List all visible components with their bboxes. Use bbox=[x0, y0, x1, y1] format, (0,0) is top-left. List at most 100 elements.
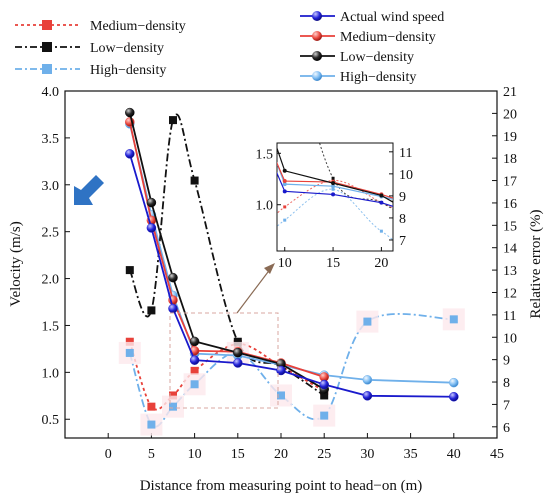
y-right-tick-label: 18 bbox=[503, 152, 517, 167]
error-point-marker bbox=[363, 317, 372, 326]
legend-left: Medium−density Low−density High−density bbox=[15, 19, 186, 78]
error-point-marker bbox=[320, 411, 329, 420]
legend-right-label: High−density bbox=[340, 70, 416, 85]
inset-velocity-marker bbox=[428, 206, 432, 210]
error-point-marker bbox=[190, 366, 199, 375]
inset-velocity-marker bbox=[379, 193, 384, 198]
legend-right-swatch-marker bbox=[312, 11, 322, 21]
legend-right-label: Medium−density bbox=[340, 30, 436, 45]
velocity-point-marker bbox=[276, 365, 286, 376]
inset-error-marker bbox=[211, 106, 214, 109]
velocity-point-marker bbox=[146, 197, 157, 208]
inset-y-left-tick-label: 1.0 bbox=[256, 199, 274, 214]
x-tick-label: 35 bbox=[404, 447, 418, 462]
x-tick-label: 10 bbox=[188, 447, 202, 462]
inset-velocity-marker bbox=[234, 36, 238, 40]
y-axis-right: 6 7 8 9 10 11 12 13 14 15 16 17 18 19 20 21 bbox=[492, 85, 517, 436]
velocity-point-marker bbox=[449, 391, 459, 402]
y-right-tick-label: 6 bbox=[503, 421, 510, 436]
inset-velocity-marker bbox=[259, 99, 263, 103]
error-point-marker bbox=[125, 348, 134, 357]
velocity-curves bbox=[125, 107, 459, 402]
legend-right: Actual wind speed Medium−density Low−densi… bbox=[300, 10, 444, 85]
velocity-point-marker bbox=[362, 375, 373, 385]
y-right-tick-label: 13 bbox=[503, 264, 517, 279]
inset-velocity-marker bbox=[476, 228, 480, 232]
x-axis: 0 5 10 15 20 25 30 35 40 45 bbox=[105, 433, 504, 462]
inset-velocity-marker bbox=[234, 30, 238, 34]
legend-left-label: High−density bbox=[90, 63, 166, 78]
error-point-marker bbox=[320, 391, 329, 400]
inset-error-marker bbox=[259, 230, 262, 233]
error-point-marker bbox=[190, 176, 199, 185]
error-point-marker bbox=[147, 402, 156, 411]
y-left-tick-label: 1.5 bbox=[42, 319, 60, 334]
x-tick-label: 30 bbox=[360, 447, 374, 462]
inset-velocity-marker bbox=[259, 124, 263, 128]
error-point-marker bbox=[233, 337, 242, 346]
inset-velocity-marker bbox=[379, 200, 384, 205]
y-axis-left: 0.5 1.0 1.5 2.0 2.5 3.0 3.5 4.0 bbox=[42, 85, 70, 428]
inset-y-left-tick-label: 1.5 bbox=[256, 147, 274, 162]
x-tick-label: 20 bbox=[274, 447, 288, 462]
y-right-tick-label: 14 bbox=[503, 242, 517, 257]
x-tick-label: 15 bbox=[231, 447, 245, 462]
inset-velocity-marker bbox=[234, 44, 238, 48]
velocity-point-marker bbox=[189, 355, 200, 365]
error-point-marker bbox=[169, 402, 177, 411]
velocity-point-marker bbox=[362, 391, 373, 401]
x-tick-label: 0 bbox=[105, 447, 112, 462]
legend-left-swatch-marker bbox=[42, 42, 52, 52]
y-left-tick-label: 2.0 bbox=[42, 273, 60, 288]
inset-velocity-marker bbox=[331, 184, 336, 189]
error-point-marker bbox=[190, 380, 199, 389]
inset-error-marker bbox=[235, 258, 238, 261]
error-point-marker bbox=[147, 420, 156, 429]
y-left-tick-label: 2.5 bbox=[42, 226, 60, 241]
inset-error-marker bbox=[283, 18, 286, 21]
velocity-point-marker bbox=[168, 272, 178, 283]
inset-y-right-tick-label: 11 bbox=[399, 146, 412, 161]
y-right-tick-label: 20 bbox=[503, 107, 517, 122]
inset-y-right-tick-label: 8 bbox=[399, 212, 406, 227]
inset-error-marker bbox=[283, 218, 287, 222]
velocity-point-marker bbox=[449, 377, 459, 388]
inset-velocity-marker bbox=[282, 179, 287, 184]
inset-error-marker bbox=[211, 188, 214, 191]
y-right-tick-label: 19 bbox=[503, 130, 517, 145]
y-right-tick-label: 7 bbox=[503, 398, 510, 413]
x-tick-label: 5 bbox=[148, 447, 155, 462]
inset-x-tick-label: 20 bbox=[374, 256, 388, 271]
y-right-tick-label: 16 bbox=[503, 197, 517, 212]
inset-frame bbox=[276, 142, 394, 252]
inset-y-right-tick-label: 7 bbox=[399, 234, 406, 249]
y-right-tick-label: 10 bbox=[503, 331, 517, 346]
x-axis-label: Distance from measuring point to head−on… bbox=[140, 478, 423, 494]
inset-y-right-tick-label: 10 bbox=[399, 168, 413, 183]
inset-error-marker bbox=[379, 229, 383, 233]
x-tick-label: 25 bbox=[317, 447, 331, 462]
error-point-marker bbox=[147, 306, 156, 315]
y-right-tick-label: 8 bbox=[503, 376, 510, 391]
inset-velocity-marker bbox=[259, 133, 263, 137]
y-right-tick-label: 9 bbox=[503, 354, 510, 369]
inset-velocity-marker bbox=[331, 192, 336, 197]
velocity-point-marker bbox=[233, 347, 243, 358]
y-left-tick-label: 1.0 bbox=[42, 366, 60, 381]
legend-right-label: Low−density bbox=[340, 50, 414, 65]
inset-error-marker bbox=[331, 187, 335, 191]
zoom-region-box bbox=[169, 312, 279, 409]
inset-velocity-marker bbox=[331, 181, 336, 186]
inset-error-marker bbox=[259, 241, 262, 244]
inset-error-marker bbox=[283, 205, 287, 209]
x-tick-label: 45 bbox=[490, 447, 504, 462]
error-point-marker bbox=[125, 337, 134, 346]
legend-right-label: Actual wind speed bbox=[340, 10, 444, 25]
velocity-point-marker bbox=[168, 303, 178, 314]
inset-error-marker bbox=[235, 146, 238, 149]
velocity-point-marker bbox=[189, 336, 200, 347]
inset-velocity-marker bbox=[282, 182, 287, 187]
legend-left-label: Low−density bbox=[90, 41, 164, 56]
y-right-tick-label: 11 bbox=[503, 309, 516, 324]
